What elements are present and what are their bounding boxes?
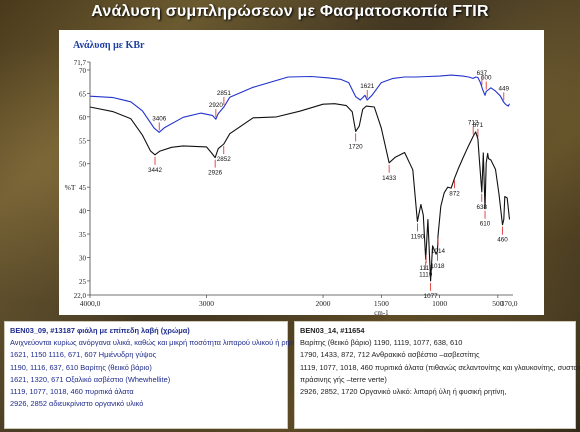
x-tick-label: 1000 [432,299,447,308]
left-box-line: 1621, 1150 1116, 671, 607 Ημιένυδρη γύψο… [10,350,157,360]
y-tick-label: 22,0 [74,292,87,300]
series-line-black [89,103,511,282]
chart-title: Ανάλυση με KBr [73,40,145,51]
left-box-line: 2926, 2852 αδιευκρίνιστο οργανικό υλικό [10,399,144,409]
peak-label: 1190 [411,233,425,240]
peak-label: 872 [449,190,460,197]
y-tick-label: 35 [79,231,87,239]
slide-title: Ανάλυση συμπληρώσεων με Φασματοσκοπία FT… [91,3,489,20]
series-line-blue [89,74,510,133]
right-box-line: 1790, 1433, 872, 712 Ανθρακικό ασβέστιο … [300,350,480,360]
x-tick-label: 2000 [316,299,331,308]
peak-label: 638 [477,204,488,211]
peak-label: 3442 [148,167,163,174]
y-tick-label: 71,7 [74,59,87,67]
peak-label: 449 [499,85,510,92]
peak-label: 3406 [152,115,167,122]
peak-label: 1014 [431,248,446,255]
y-tick-label: 55 [79,137,87,145]
peak-label: 712 [468,120,479,127]
peak-label: 2920 [209,102,224,109]
x-axis-label: cm-1 [374,309,389,315]
ftir-chart: Ανάλυση με KBr 71,770 65 60 55 50 45 40 35 30 25 22… [65,40,518,317]
peak-label: 1116 [420,265,434,272]
peak-label: 2926 [208,170,223,177]
x-tick-label-end: 370,0 [501,299,518,308]
y-axis-label: %T [65,183,76,192]
y-tick-label: 45 [79,184,87,192]
right-notes-box: BEN03_14, #11654 Βαρίτης (θειικό βάριο) … [294,321,580,429]
right-box-line: 1119, 1077, 1018, 460 πυριτικά άλατα (πι… [300,362,580,372]
right-box-line: Βαρίτης (θειικό βάριο) 1190, 1119, 1077,… [300,338,463,348]
right-box-line: 2926, 2852, 1720 Οργανικό υλικό: λιπαρή … [300,387,507,397]
right-box-line: πράσινης γής –terre verte) [300,374,387,384]
left-box-line: 1119, 1077, 1018, 460 πυριτικά άλατα [10,387,134,397]
peak-label: 2851 [217,90,232,97]
peak-label: 637 [477,70,488,77]
y-tick-label: 25 [79,278,87,286]
peak-label: 1119 [419,271,433,278]
peak-label: 1018 [430,263,445,270]
peak-label: 460 [497,237,508,244]
peak-label: 610 [480,221,491,228]
left-box-line: Ανιχνεύονται κυρίως ανόργανα υλικά, καθώ… [10,338,306,348]
peak-label: 2852 [217,156,232,163]
peak-label: 671 [473,122,484,129]
x-tick-label: 500 [492,299,504,308]
y-tick-label: 40 [79,208,87,216]
peak-label: 1433 [382,175,397,182]
left-box-line: 1621, 1320, 671 Οξαλικό ασβέστιο (Whewhe… [10,374,171,384]
x-tick-label: 3000 [199,299,214,308]
left-box-header: BEN03_09, #13187 φιάλη με επίπεδη λαβή (… [10,326,190,335]
y-tick-label: 65 [79,90,87,98]
peak-label: 1621 [360,83,375,90]
left-notes-box: BEN03_09, #13187 φιάλη με επίπεδη λαβή (… [4,321,306,429]
y-tick-label: 50 [79,161,87,169]
peak-label: 600 [481,75,492,82]
peak-label: 1720 [349,143,364,150]
y-tick-label: 60 [79,114,87,122]
y-tick-label: 70 [79,67,87,75]
x-tick-label: 4000,0 [80,299,101,308]
peak-label: 1077 [424,293,439,300]
y-tick-label: 30 [79,254,87,262]
right-box-header: BEN03_14, #11654 [300,326,365,335]
left-box-line: 1190, 1116, 637, 610 Βαρίτης (θειικό βάρ… [10,362,152,372]
chart-panel: Ανάλυση με KBr 71,7 70 65 60 55 50 45 40 35 30 25 22… [59,30,544,317]
x-tick-label: 1500 [374,299,389,308]
